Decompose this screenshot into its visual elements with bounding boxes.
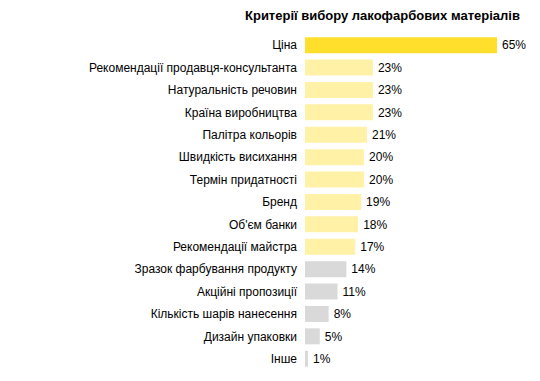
svg-text:21%: 21%	[372, 128, 396, 142]
svg-text:Інше: Інше	[271, 352, 298, 366]
svg-text:11%: 11%	[342, 285, 365, 299]
svg-text:Акційні пропозиції: Акційні пропозиції	[197, 285, 298, 299]
svg-text:Дизайн упаковки: Дизайн упаковки	[204, 330, 297, 344]
svg-text:23%: 23%	[378, 83, 402, 97]
svg-text:65%: 65%	[502, 38, 526, 52]
svg-text:19%: 19%	[366, 195, 390, 209]
svg-text:20%: 20%	[369, 150, 393, 164]
svg-text:23%: 23%	[378, 106, 402, 120]
svg-text:Зразок фарбування продукту: Зразок фарбування продукту	[134, 262, 297, 276]
svg-text:Рекомендації майстра: Рекомендації майстра	[173, 240, 297, 254]
svg-text:Бренд: Бренд	[262, 195, 297, 209]
svg-text:8%: 8%	[334, 307, 352, 321]
html-text:Критерії вибору лакофарбових м: Критерії вибору лакофарбових матеріалів	[245, 8, 520, 23]
svg-text:Палітра кольорів: Палітра кольорів	[202, 128, 297, 142]
svg-text:23%: 23%	[378, 61, 402, 75]
svg-text:14%: 14%	[351, 262, 375, 276]
svg-text:Термін придатності: Термін придатності	[190, 173, 297, 187]
svg-text:Об'єм банки: Об'єм банки	[229, 218, 297, 232]
svg-text:Ціна: Ціна	[272, 38, 297, 52]
svg-text:17%: 17%	[360, 240, 384, 254]
svg-text:Натуральність речовин: Натуральність речовин	[168, 83, 297, 97]
svg-text:Кількість шарів нанесення: Кількість шарів нанесення	[151, 307, 297, 321]
svg-text:1%: 1%	[313, 352, 331, 366]
svg-text:Країна виробництва: Країна виробництва	[185, 106, 298, 120]
svg-text:Швидкість висихання: Швидкість висихання	[179, 150, 297, 164]
svg-text:5%: 5%	[325, 330, 343, 344]
svg-text:18%: 18%	[363, 218, 387, 232]
svg-text:Рекомендації продавця-консульт: Рекомендації продавця-консультанта	[89, 61, 297, 75]
svg-text:20%: 20%	[369, 173, 393, 187]
